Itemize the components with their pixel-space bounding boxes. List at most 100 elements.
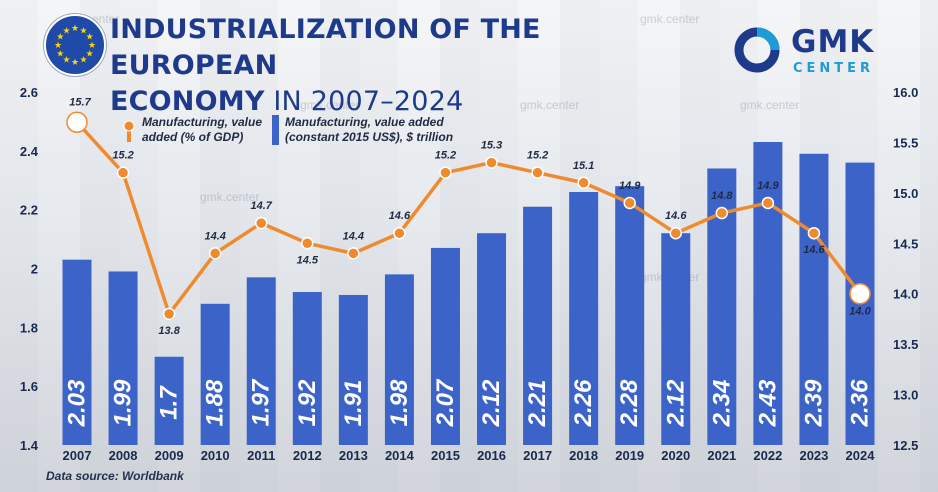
line-point <box>301 237 314 250</box>
x-tick-label: 2015 <box>431 448 460 463</box>
x-tick-label: 2013 <box>339 448 368 463</box>
flag-star-icon: ★ <box>71 57 79 67</box>
title-line-2-bold: ECONOMY <box>110 86 265 117</box>
x-tick-label: 2019 <box>615 448 644 463</box>
line-point <box>208 247 222 260</box>
bar <box>661 233 691 445</box>
flag-star-icon: ★ <box>56 49 64 59</box>
flag-star-icon: ★ <box>86 49 94 59</box>
line-value-label: 14.4 <box>343 230 364 242</box>
line-value-label: 15.3 <box>481 140 502 152</box>
bar-value-label: 2.39 <box>800 379 827 427</box>
x-tick-label: 2009 <box>155 448 184 463</box>
y-left-tick-label: 2.6 <box>20 85 38 100</box>
header: ★ ★ ★ ★ ★ ★ ★ ★ ★ ★ ★ ★ INDUSTRIALIZATION OF THE EU… <box>0 0 938 117</box>
line-value-label: 14.9 <box>619 180 641 192</box>
title-line-2-rest: IN 2007–2024 <box>264 86 464 117</box>
line-series <box>75 121 862 316</box>
bar <box>569 192 599 445</box>
bar <box>753 142 783 445</box>
x-tick-label: 2008 <box>109 448 138 463</box>
bar-value-label: 2.43 <box>754 379 781 427</box>
x-tick-label: 2014 <box>385 448 415 463</box>
legend-label: added (% of GDP) <box>142 130 243 144</box>
bar <box>523 206 553 445</box>
legend-line-marker <box>123 120 135 132</box>
x-tick-label: 2011 <box>247 448 275 463</box>
x-tick-label: 2017 <box>523 448 552 463</box>
watermark: gmk.center <box>640 12 700 26</box>
flag-star-icon: ★ <box>79 25 87 35</box>
bar <box>384 274 414 445</box>
line-value-label: 14.6 <box>389 210 411 222</box>
flag-star-icon: ★ <box>62 25 70 35</box>
y-right-tick-label: 13.0 <box>893 388 918 403</box>
flag-star-icon: ★ <box>71 23 79 33</box>
bar-value-label: 1.91 <box>340 380 367 427</box>
line-point <box>669 226 683 240</box>
page-title: INDUSTRIALIZATION OF THE EUROPEAN ECONOM… <box>110 12 670 120</box>
bar-value-label: 1.99 <box>110 379 137 426</box>
y-left-tick-label: 2.4 <box>20 144 39 159</box>
y-left-tick-label: 2 <box>31 262 38 277</box>
watermark: gmk.center <box>200 190 260 204</box>
line-point <box>162 307 176 321</box>
x-tick-label: 2007 <box>63 448 92 463</box>
y-right-tick-label: 13.5 <box>893 337 918 352</box>
logo-sub: CENTER <box>793 61 875 76</box>
gmk-center-logo: GMK CENTER <box>733 24 903 84</box>
line-value-label: 15.2 <box>112 150 133 162</box>
line-point <box>485 156 498 169</box>
bar-value-label: 2.34 <box>708 380 735 428</box>
y-right-tick-label: 12.5 <box>893 438 918 453</box>
bar-value-label: 2.12 <box>478 379 505 427</box>
line-value-label: 14.6 <box>803 244 825 256</box>
watermark: gmk.center <box>300 98 360 112</box>
line-point <box>849 282 871 305</box>
line-value-label: 14.6 <box>665 210 687 222</box>
x-tick-label: 2012 <box>293 448 322 463</box>
bar <box>615 186 645 445</box>
watermark: gmk.center <box>520 98 580 112</box>
line-point <box>531 166 544 179</box>
flag-star-icon: ★ <box>79 55 87 65</box>
line-point <box>715 206 729 220</box>
line-value-label: 14.8 <box>711 190 733 202</box>
line-point <box>807 226 821 240</box>
line-point <box>761 196 775 210</box>
legend-label: (constant 2015 US$), $ trillion <box>285 130 453 144</box>
flag-star-icon: ★ <box>62 55 70 65</box>
y-left-tick-label: 1.8 <box>20 320 38 335</box>
bar-value-label: 2.26 <box>570 379 597 427</box>
title-line-1: INDUSTRIALIZATION OF THE EUROPEAN <box>110 14 541 81</box>
bar <box>292 292 322 445</box>
y-left-tick-label: 1.4 <box>20 438 39 453</box>
flag-star-icon: ★ <box>56 32 64 42</box>
line-value-label: 15.2 <box>435 150 456 162</box>
flag-star-icon: ★ <box>86 32 94 42</box>
x-tick-label: 2016 <box>477 448 506 463</box>
y-right-tick-label: 14.0 <box>893 287 918 302</box>
bar <box>108 271 138 445</box>
x-tick-label: 2020 <box>661 448 690 463</box>
x-tick-label: 2023 <box>799 448 828 463</box>
bar-value-label: 2.07 <box>432 378 459 427</box>
y-left-tick-label: 1.6 <box>20 379 38 394</box>
watermark: gmk.center <box>740 98 800 112</box>
line-point <box>66 111 88 134</box>
line-point <box>116 166 130 179</box>
bar <box>477 233 507 445</box>
bar-value-label: 1.88 <box>202 379 229 426</box>
line-point <box>577 176 590 190</box>
y-right-tick-label: 16.0 <box>893 85 918 100</box>
line-value-label: 14.9 <box>757 180 779 192</box>
bar <box>200 303 230 445</box>
bar-value-label: 2.28 <box>616 379 643 427</box>
line-value-label: 15.1 <box>573 160 594 172</box>
line-value-label: 13.8 <box>158 325 180 337</box>
line-value-label: 14.5 <box>297 254 319 266</box>
y-right-tick-label: 14.5 <box>893 236 918 251</box>
legend-label: Manufacturing, value added <box>285 115 444 129</box>
